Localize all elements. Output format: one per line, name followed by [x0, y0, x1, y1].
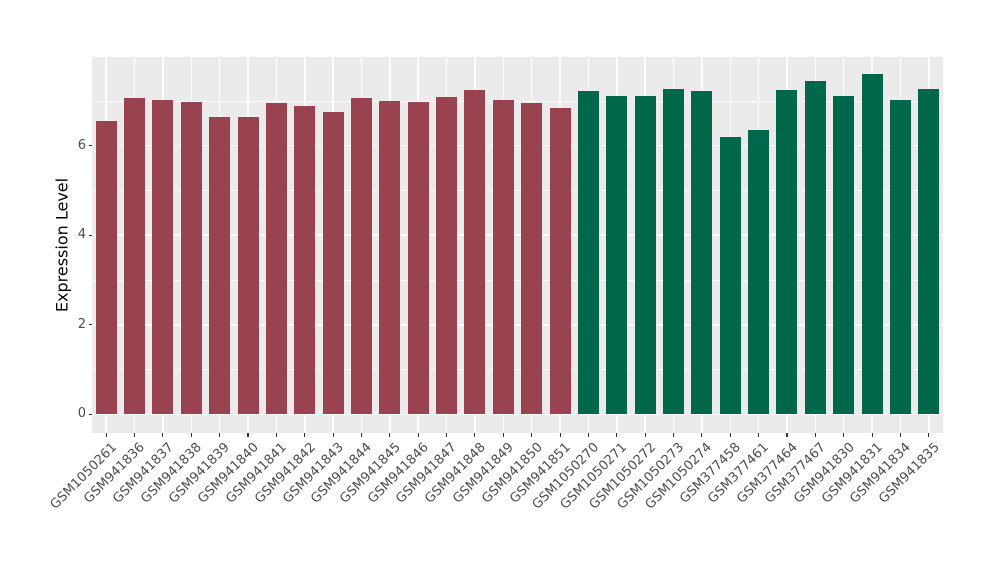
bar-GSM941837 — [152, 100, 174, 415]
major-gridline — [92, 144, 943, 147]
x-tick-mark — [531, 433, 533, 437]
bar-GSM941845 — [379, 101, 401, 415]
x-tick-mark — [446, 433, 448, 437]
bar-GSM1050273 — [663, 89, 685, 415]
bar-GSM1050272 — [634, 96, 656, 415]
x-tick-mark — [559, 433, 561, 437]
y-tick-label: 6 — [77, 137, 86, 153]
x-tick-mark — [389, 433, 391, 437]
x-tick-mark — [758, 433, 760, 437]
bar-GSM941850 — [521, 103, 543, 415]
bar-GSM941835 — [918, 89, 940, 415]
x-tick-mark — [814, 433, 816, 437]
x-tick-mark — [162, 433, 164, 437]
bar-GSM1050261 — [95, 120, 117, 415]
bar-GSM941842 — [294, 105, 316, 415]
x-tick-mark — [275, 433, 277, 437]
x-tick-mark — [417, 433, 419, 437]
bar-GSM377458 — [719, 137, 741, 415]
x-tick-mark — [644, 433, 646, 437]
major-gridline — [92, 413, 943, 416]
x-tick-mark — [502, 433, 504, 437]
bar-GSM941831 — [861, 74, 883, 415]
bar-GSM941836 — [124, 98, 146, 415]
x-tick-mark — [304, 433, 306, 437]
bar-GSM1050274 — [691, 91, 713, 415]
bar-GSM941847 — [436, 96, 458, 415]
bar-GSM941841 — [265, 103, 287, 415]
x-tick-mark — [587, 433, 589, 437]
bar-GSM941840 — [237, 117, 259, 415]
minor-gridline — [92, 100, 943, 102]
x-tick-mark — [219, 433, 221, 437]
minor-gridline — [92, 190, 943, 191]
y-tick-mark — [88, 324, 92, 326]
y-tick-mark — [88, 145, 92, 147]
x-tick-mark — [105, 433, 107, 437]
y-tick-label: 2 — [77, 316, 86, 332]
bar-GSM941843 — [322, 112, 344, 415]
major-gridline — [92, 324, 943, 326]
bar-GSM941848 — [464, 90, 486, 415]
x-tick-mark — [729, 433, 731, 437]
bar-GSM941838 — [180, 101, 202, 415]
y-tick-label: 0 — [77, 406, 86, 422]
plot-panel — [92, 57, 943, 433]
x-tick-mark — [672, 433, 675, 437]
bar-GSM377464 — [776, 90, 798, 415]
bar-GSM941851 — [549, 107, 571, 415]
x-tick-mark — [474, 433, 476, 437]
x-tick-mark — [616, 433, 618, 437]
bar-GSM377461 — [748, 130, 770, 415]
bar-GSM941844 — [350, 98, 372, 415]
bar-GSM941846 — [407, 101, 429, 415]
bar-GSM377467 — [804, 81, 826, 415]
x-tick-mark — [786, 433, 788, 437]
x-tick-mark — [871, 433, 873, 437]
y-tick-mark — [88, 234, 92, 236]
y-tick-label: 4 — [77, 227, 86, 243]
bar-GSM941839 — [209, 117, 231, 415]
y-tick-mark — [88, 413, 92, 415]
x-tick-mark — [928, 433, 930, 437]
y-axis-title: Expression Level — [52, 177, 72, 313]
x-tick-mark — [899, 433, 901, 437]
x-tick-mark — [843, 433, 845, 437]
bar-GSM941849 — [492, 100, 514, 415]
x-tick-mark — [701, 433, 703, 437]
x-tick-mark — [332, 433, 334, 437]
bar-GSM1050271 — [606, 96, 628, 415]
x-tick-mark — [134, 433, 136, 437]
x-tick-mark — [190, 433, 192, 437]
x-tick-mark — [360, 433, 363, 437]
x-tick-mark — [247, 433, 249, 437]
bar-GSM941834 — [889, 100, 911, 415]
major-gridline — [92, 234, 943, 236]
bar-GSM941830 — [833, 95, 855, 415]
minor-gridline — [92, 279, 943, 281]
minor-gridline — [92, 369, 943, 371]
bar-GSM1050270 — [577, 91, 599, 415]
